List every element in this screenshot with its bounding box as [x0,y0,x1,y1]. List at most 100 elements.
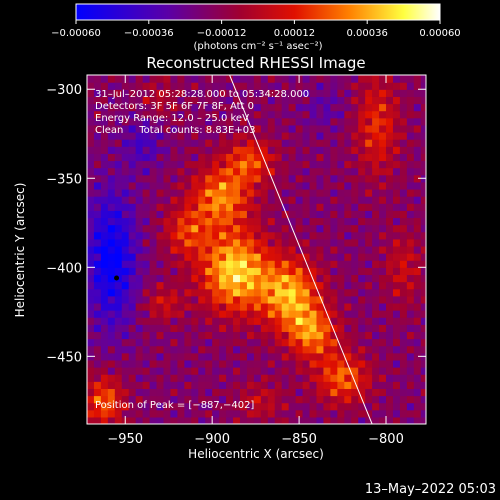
heatmap-cell [372,89,380,97]
heatmap-cell [246,174,255,183]
heatmap-cell [392,381,401,389]
heatmap-cell [288,338,297,347]
heatmap-cell [107,231,116,240]
heatmap-cell [184,402,192,411]
heatmap-cell [365,203,373,211]
heatmap-cell [253,210,262,219]
heatmap-cell [191,317,199,325]
heatmap-cell [344,210,352,219]
heatmap-cell [253,167,262,176]
heatmap-cell [205,295,213,304]
heatmap-cell [337,381,345,389]
heatmap-cell [163,388,172,397]
heatmap-cell [233,409,241,418]
heatmap-cell [149,395,158,404]
heatmap-cell [142,188,151,197]
heatmap-cell [239,345,248,354]
heatmap-cell [379,395,387,404]
heatmap-cell [93,217,102,226]
heatmap-cell [309,231,318,240]
heatmap-cell [149,402,158,411]
heatmap-cell [87,146,95,154]
heatmap-cell [170,174,178,183]
heatmap-cell [93,388,102,397]
heatmap-cell [149,203,158,211]
heatmap-cell [399,367,408,375]
heatmap-cell [246,181,255,190]
heatmap-cell [351,338,359,347]
heatmap-cell [107,274,116,283]
heatmap-cell [281,139,290,147]
heatmap-cell [309,188,318,197]
heatmap-cell [121,231,130,240]
heatmap-cell [365,238,373,247]
heatmap-cell [379,324,387,333]
x-axis-label: Heliocentric X (arcsec) [188,447,324,461]
heatmap-cell [198,217,206,226]
heatmap-cell [351,139,359,147]
heatmap-cell [107,174,116,183]
heatmap-cell [420,160,426,169]
heatmap-cell [392,324,401,333]
heatmap-cell [274,295,283,304]
heatmap-cell [392,253,401,261]
heatmap-cell [399,103,408,112]
heatmap-cell [246,317,255,325]
heatmap-cell [100,352,109,361]
heatmap-cell [149,89,158,97]
heatmap-cell [379,388,387,397]
heatmap-cell [330,409,338,418]
heatmap-cell [114,267,123,276]
heatmap-cell [246,352,255,361]
heatmap-cell [379,374,387,382]
heatmap-cell [386,210,394,219]
heatmap-cell [135,338,144,347]
heatmap-cell [226,245,234,254]
heatmap-cell [226,395,234,404]
heatmap-cell [260,274,269,283]
heatmap-cell [100,82,109,90]
heatmap-cell [246,324,255,333]
heatmap-cell [358,196,366,204]
heatmap-cell [149,224,158,233]
heatmap-cell [253,110,262,119]
heatmap-cell [274,110,283,119]
heatmap-cell [239,395,248,404]
heatmap-cell [226,167,234,176]
heatmap-cell [212,281,220,290]
heatmap-cell [128,331,137,340]
heatmap-cell [184,110,192,119]
heatmap-cell [253,196,262,204]
heatmap-cell [142,331,151,340]
heatmap-cell [330,317,338,325]
heatmap-cell [274,181,283,190]
heatmap-cell [413,267,422,276]
heatmap-cell [128,96,137,105]
y-tick-label: −300 [46,83,82,98]
heatmap-cell [344,188,352,197]
heatmap-cell [184,338,192,347]
heatmap-cell [413,210,422,219]
heatmap-cell [142,131,151,140]
heatmap-cell [93,331,102,340]
heatmap-cell [212,395,220,404]
heatmap-cell [267,181,276,190]
heatmap-cell [114,395,123,404]
heatmap-cell [233,124,241,133]
heatmap-cell [337,402,345,411]
heatmap-cell [184,217,192,226]
heatmap-cell [233,96,241,105]
heatmap-cell [295,388,304,397]
heatmap-cell [142,388,151,397]
heatmap-cell [302,381,311,389]
heatmap-cell [392,196,401,204]
heatmap-cell [399,89,408,97]
heatmap-cell [135,124,144,133]
heatmap-cell [107,224,116,233]
heatmap-cell [128,160,137,169]
heatmap-cell [219,345,227,354]
heatmap-cell [93,260,102,268]
heatmap-cell [156,167,165,176]
heatmap-cell [413,281,422,290]
heatmap-cell [177,324,185,333]
